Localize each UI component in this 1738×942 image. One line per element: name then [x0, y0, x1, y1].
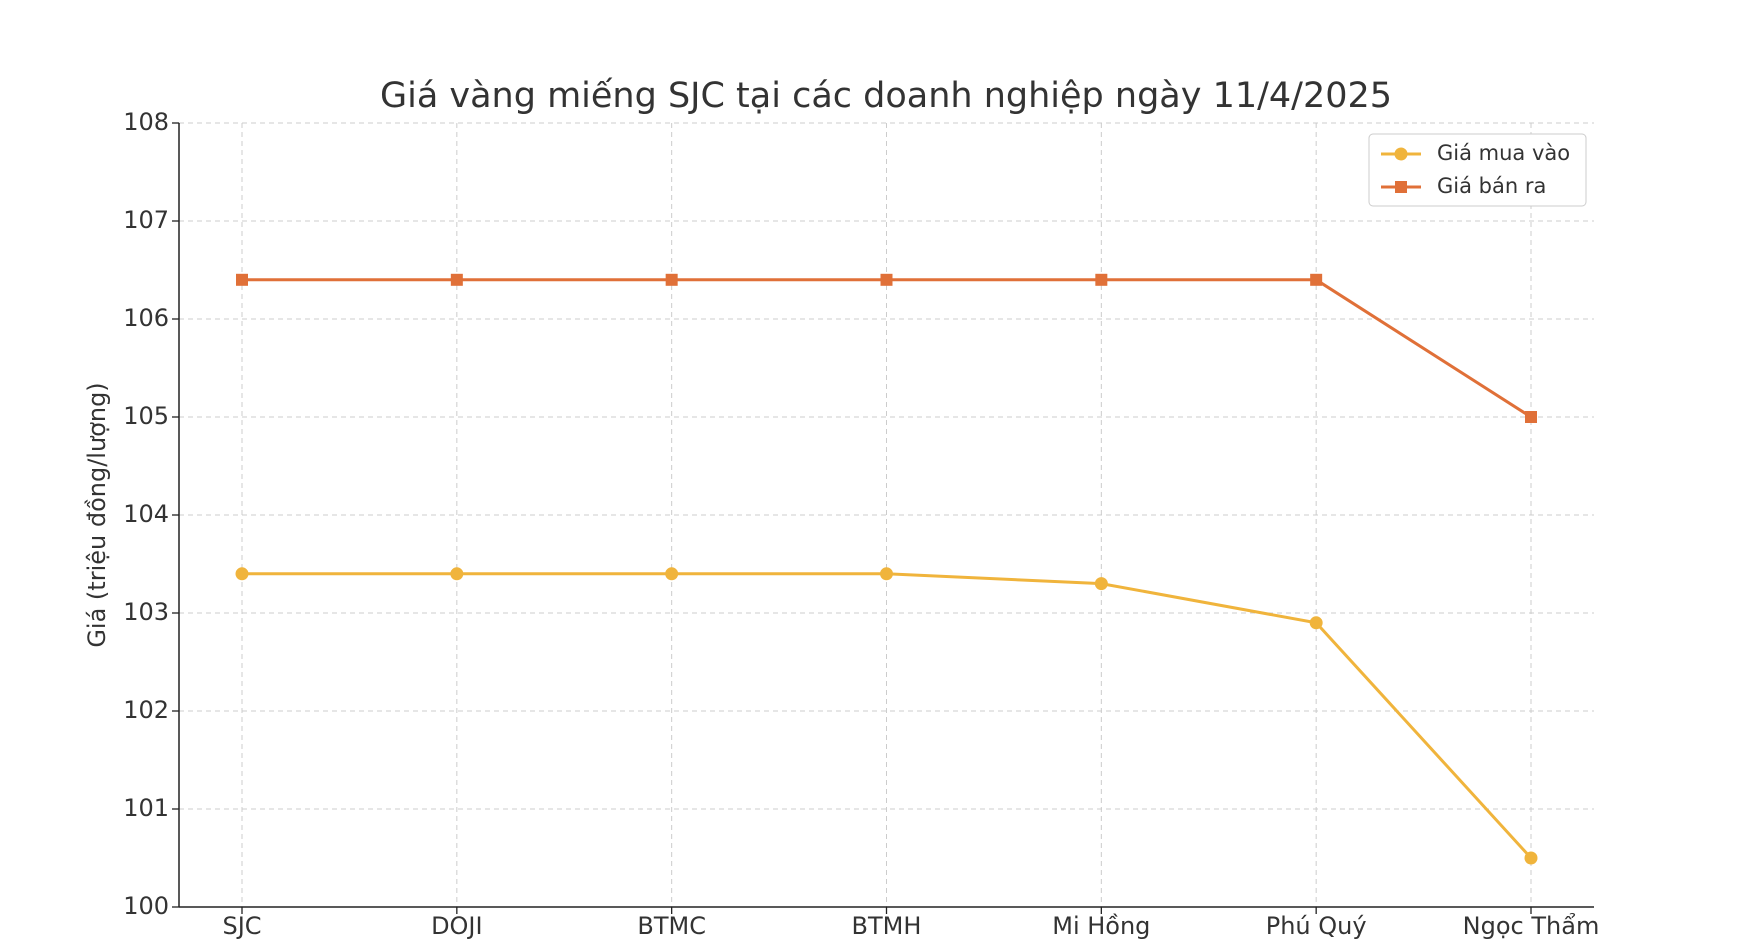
- y-axis-label: Giá (triệu đồng/lượng): [83, 382, 111, 647]
- y-tick-label: 108: [123, 108, 169, 136]
- x-tick-label: Mi Hồng: [1052, 912, 1150, 940]
- y-tick-label: 101: [123, 794, 169, 822]
- marker: [235, 567, 249, 581]
- marker: [450, 273, 463, 286]
- y-tick-label: 107: [123, 206, 169, 234]
- marker: [880, 567, 893, 581]
- legend-box: [1368, 133, 1587, 207]
- marker: [1395, 181, 1407, 193]
- y-tick-label: 102: [123, 696, 169, 724]
- marker: [1524, 851, 1538, 865]
- marker: [236, 273, 248, 286]
- marker: [665, 273, 678, 286]
- y-tick-label: 106: [123, 304, 169, 332]
- x-tick-label: SJC: [222, 912, 261, 940]
- marker: [665, 567, 679, 581]
- x-tick-label: BTMC: [637, 912, 706, 940]
- y-tick-label: 100: [123, 892, 169, 920]
- x-tick-label: Ngọc Thẩm: [1463, 912, 1600, 940]
- series-line: [242, 572, 1533, 860]
- marker: [1309, 616, 1323, 630]
- y-tick-label: 104: [123, 500, 169, 528]
- marker: [1310, 273, 1323, 286]
- marker: [1394, 147, 1408, 161]
- legend-label: Giá bán ra: [1437, 174, 1546, 198]
- y-tick-label: 105: [123, 402, 169, 430]
- legend-label: Giá mua vào: [1437, 141, 1570, 165]
- x-tick-label: Phú Quý: [1266, 912, 1367, 940]
- x-tick-label: DOJI: [431, 912, 483, 940]
- marker: [450, 567, 464, 581]
- x-tick-label: BTMH: [852, 912, 922, 940]
- marker: [1095, 273, 1108, 286]
- y-tick-label: 103: [123, 598, 169, 626]
- marker: [1525, 411, 1537, 423]
- chart-title: Giá vàng miếng SJC tại các doanh nghiệp …: [380, 76, 1392, 116]
- marker: [1094, 577, 1108, 591]
- marker: [880, 273, 893, 286]
